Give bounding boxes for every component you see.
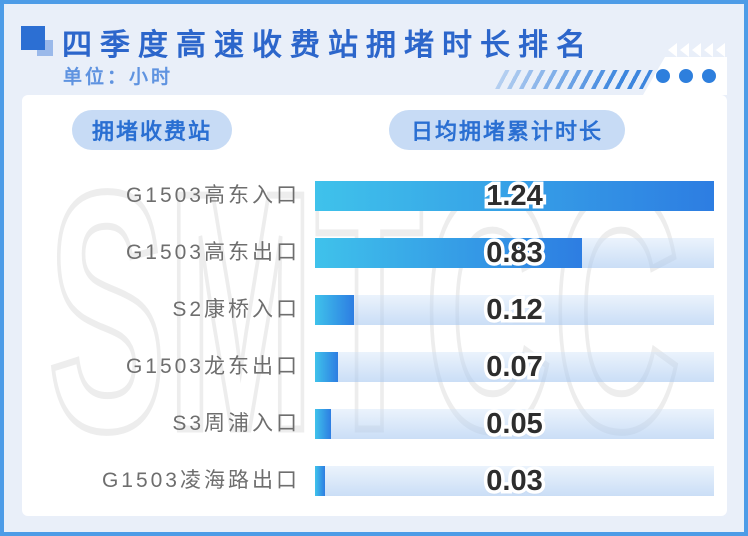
title-marker-icon [21, 26, 45, 50]
bar-value-text: 0.05 [486, 408, 543, 440]
bar-value-text: 0.83 [486, 237, 543, 269]
unit-label: 单位：小时 [63, 67, 174, 88]
bar-fill [315, 238, 583, 268]
table-row: S2康桥入口 0.12 0.12 [22, 291, 727, 330]
table-row: G1503龙东出口 0.07 0.07 [22, 348, 727, 387]
chevron-left-icon [716, 43, 725, 57]
table-row: G1503高东出口 0.83 0.83 [22, 234, 727, 273]
bar-value-stroke: 0.03 [483, 462, 546, 501]
bar-fill [315, 409, 332, 439]
bar-value-stroke: 0.07 [483, 348, 546, 387]
bar-track [315, 238, 714, 268]
bar-fill [315, 295, 354, 325]
station-label: S3周浦入口 [172, 412, 300, 435]
dot-icon [656, 69, 670, 83]
bar-value-text: 0.12 [486, 294, 543, 326]
bar-chart: G1503高东入口 1.24 1.24 G1503高东出口 0.83 0.83 S2康桥入口… [22, 95, 727, 516]
dot-icon [702, 69, 716, 83]
bar-value: 0.83 0.83 [315, 234, 714, 273]
dots-tab-decoration [643, 57, 727, 95]
chevron-left-icon [704, 43, 713, 57]
column-header-duration: 日均拥堵累计时长 [389, 110, 625, 150]
table-row: S3周浦入口 0.05 0.05 [22, 405, 727, 444]
table-row: G1503高东入口 1.24 1.24 [22, 177, 727, 216]
bar-track [315, 409, 714, 439]
bar-value-stroke: 1.24 [483, 177, 546, 216]
column-header-station: 拥堵收费站 [72, 110, 232, 150]
chevrons-decoration-icon [668, 43, 725, 57]
table-row: G1503凌海路出口 0.03 0.03 [22, 462, 727, 501]
dot-icon [679, 69, 693, 83]
page-title: 四季度高速收费站拥堵时长排名 [62, 29, 594, 62]
bar-value-text: 0.03 [486, 465, 543, 497]
bar-track [315, 352, 714, 382]
chevron-left-icon [692, 43, 701, 57]
bar-fill [315, 352, 338, 382]
station-label: S2康桥入口 [172, 298, 300, 321]
bar-value: 0.12 0.12 [315, 291, 714, 330]
bar-value-stroke: 0.12 [483, 291, 546, 330]
bar-value-text: 0.07 [486, 351, 543, 383]
bar-value-text: 1.24 [486, 180, 543, 212]
bar-value: 1.24 1.24 [315, 177, 714, 216]
chart-card: SMTCC 拥堵收费站 日均拥堵累计时长 G1503高东入口1.241.24G1… [22, 95, 727, 516]
stripes-decoration-icon [494, 70, 654, 89]
chevron-left-icon [668, 43, 677, 57]
bar-value: 0.05 0.05 [315, 405, 714, 444]
bar-fill [315, 466, 325, 496]
bar-value: 0.07 0.07 [315, 348, 714, 387]
station-label: G1503高东入口 [125, 184, 300, 207]
bar-track [315, 466, 714, 496]
bar-track [315, 181, 714, 211]
chevron-left-icon [680, 43, 689, 57]
bar-value: 0.03 0.03 [315, 462, 714, 501]
bar-track [315, 295, 714, 325]
bar-value-stroke: 0.83 [483, 234, 546, 273]
bar-fill [315, 181, 714, 211]
bar-value-stroke: 0.05 [483, 405, 546, 444]
station-label: G1503凌海路出口 [101, 469, 300, 492]
station-label: G1503龙东出口 [125, 355, 300, 378]
station-label: G1503高东出口 [125, 241, 300, 264]
